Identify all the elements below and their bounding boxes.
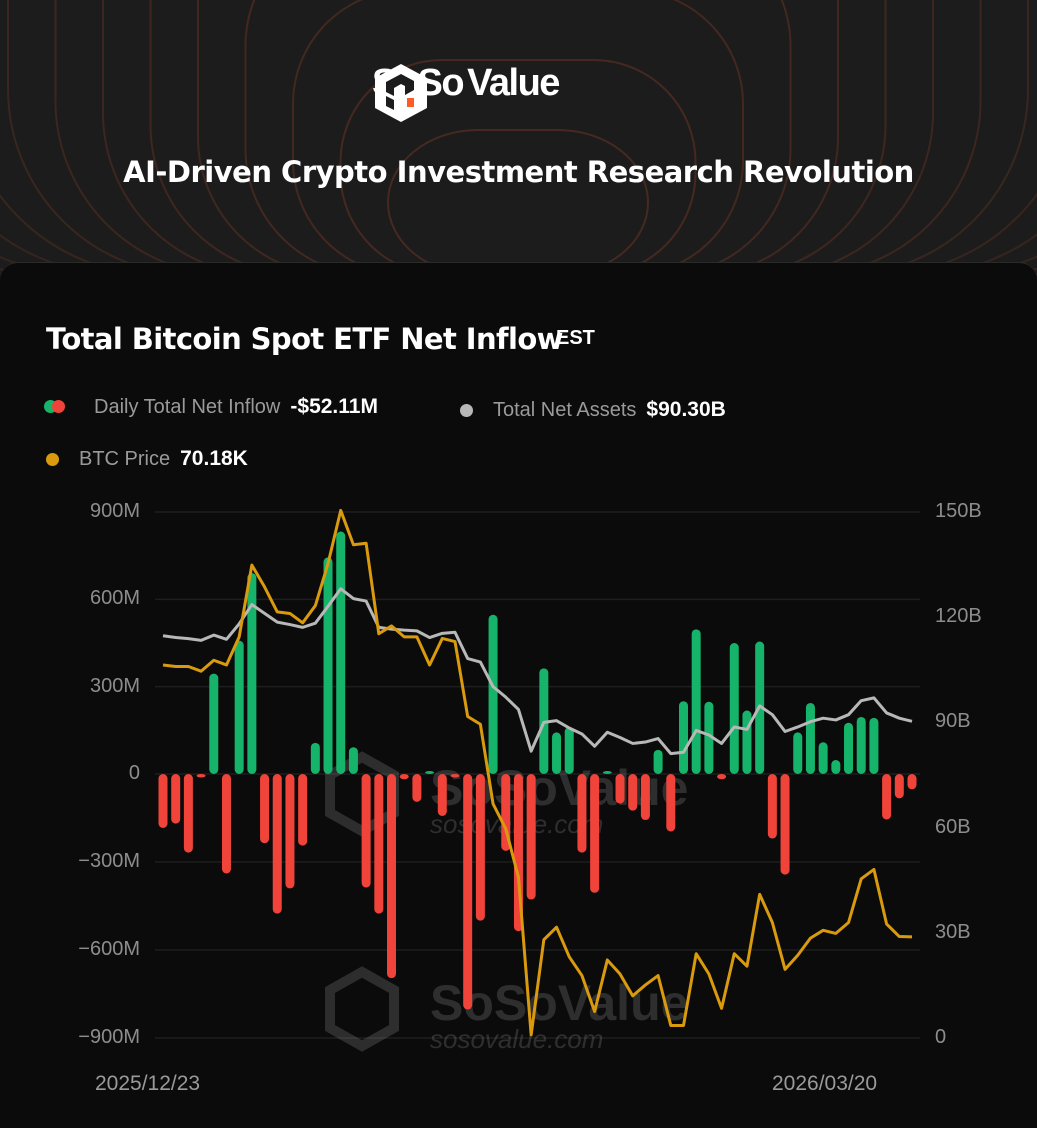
inflow-bar bbox=[577, 774, 587, 853]
inflow-bar bbox=[374, 774, 384, 914]
total-net-assets-line bbox=[162, 587, 913, 756]
inflow-bar bbox=[805, 702, 815, 774]
inflow-bar bbox=[818, 742, 828, 774]
inflow-bar bbox=[310, 742, 320, 774]
legend-label: Total Net Assets bbox=[493, 398, 637, 421]
inflow-bar bbox=[260, 774, 270, 844]
inflow-bar bbox=[247, 573, 257, 774]
inflow-bar bbox=[767, 774, 777, 839]
legend-value: $90.30B bbox=[646, 398, 726, 421]
inflow-bar bbox=[425, 771, 435, 774]
inflow-bar bbox=[437, 774, 447, 816]
watermark-url: sosovalue.com bbox=[430, 1024, 603, 1054]
right-axis-tick: 150B bbox=[935, 500, 982, 522]
inflow-bar bbox=[475, 774, 485, 921]
inflow-bar bbox=[234, 640, 244, 774]
right-axis-tick: 120B bbox=[935, 605, 982, 628]
inflow-bar bbox=[387, 774, 397, 979]
inflow-bar bbox=[590, 774, 600, 893]
inflow-bar bbox=[678, 701, 688, 774]
sosovalue-cube-icon bbox=[375, 64, 427, 122]
right-axis-tick: 90B bbox=[935, 710, 971, 733]
inflow-bar bbox=[894, 774, 904, 799]
inflow-bar bbox=[298, 774, 308, 846]
inflow-bar bbox=[882, 774, 892, 820]
legend-total-net-assets[interactable]: Total Net Assets $90.30B bbox=[460, 398, 726, 422]
inflow-bar bbox=[844, 722, 854, 774]
x-start-date: 2025/12/23 bbox=[95, 1072, 201, 1095]
legend-daily-net-inflow[interactable]: Daily Total Net Inflow -$52.11M bbox=[44, 395, 378, 419]
inflow-bar bbox=[729, 643, 739, 774]
inflow-bar bbox=[450, 774, 460, 778]
brand-logo: SoSo Value bbox=[372, 62, 560, 122]
inflow-bar bbox=[666, 774, 676, 832]
x-end-date: 2026/03/20 bbox=[772, 1072, 878, 1095]
right-axis-tick: 30B bbox=[935, 920, 971, 943]
right-axis-tick: 60B bbox=[935, 815, 971, 838]
inflow-dual-dot-icon bbox=[44, 400, 72, 414]
inflow-bar bbox=[704, 701, 714, 774]
legend-value: -$52.11M bbox=[290, 395, 378, 418]
inflow-bar bbox=[183, 774, 193, 853]
inflow-bar bbox=[831, 760, 841, 774]
inflow-bar bbox=[907, 774, 917, 790]
inflow-bar bbox=[653, 749, 663, 774]
left-axis-tick: 0 bbox=[128, 762, 140, 784]
legend-value: 70.18K bbox=[180, 447, 248, 470]
legend-btc-price[interactable]: BTC Price 70.18K bbox=[46, 447, 248, 471]
chart-title: Total Bitcoin Spot ETF Net Inflow bbox=[46, 322, 563, 356]
left-axis-tick: −600M bbox=[78, 938, 140, 960]
inflow-bar bbox=[209, 673, 219, 774]
inflow-bar bbox=[869, 717, 879, 774]
left-axis-tick: −300M bbox=[78, 850, 140, 872]
inflow-bar bbox=[196, 774, 206, 778]
left-axis-tick: 300M bbox=[89, 674, 140, 697]
tagline: AI-Driven Crypto Investment Research Rev… bbox=[123, 155, 914, 189]
right-axis-tick: 0 bbox=[935, 1026, 947, 1048]
inflow-bar bbox=[158, 774, 168, 828]
inflow-bar bbox=[691, 629, 701, 774]
inflow-bar bbox=[171, 774, 181, 824]
legend-label: Daily Total Net Inflow bbox=[94, 395, 281, 418]
assets-dot-icon bbox=[460, 403, 473, 417]
inflow-bar bbox=[412, 774, 422, 802]
btc-price-line bbox=[162, 508, 913, 1037]
left-axis-tick: 900M bbox=[89, 500, 140, 522]
inflow-bar bbox=[463, 774, 473, 1010]
watermark-logo-icon bbox=[325, 966, 399, 1052]
inflow-bar bbox=[221, 774, 231, 874]
inflow-bar bbox=[793, 732, 803, 774]
left-axis-tick: −900M bbox=[78, 1026, 140, 1048]
inflow-bar bbox=[640, 774, 650, 821]
inflow-bar bbox=[856, 716, 866, 774]
inflow-bar bbox=[742, 710, 752, 774]
brand-name-value: Value bbox=[467, 62, 560, 104]
inflow-bar bbox=[526, 774, 536, 900]
price-dot-icon bbox=[46, 452, 59, 466]
inflow-bar bbox=[399, 774, 409, 780]
inflow-bar bbox=[361, 774, 371, 888]
inflow-bar bbox=[336, 531, 346, 774]
chart-card bbox=[0, 262, 1037, 1128]
inflow-bar bbox=[272, 774, 282, 914]
inflow-bar bbox=[780, 774, 790, 875]
left-axis-tick: 600M bbox=[89, 587, 140, 610]
inflow-bar bbox=[285, 774, 295, 889]
legend-label: BTC Price bbox=[79, 447, 171, 470]
inflow-bar bbox=[348, 747, 358, 774]
inflow-bar bbox=[615, 774, 625, 804]
inflow-bar bbox=[552, 732, 562, 774]
inflow-bar bbox=[717, 774, 727, 780]
inflow-bar bbox=[628, 774, 638, 811]
inflow-bar bbox=[564, 727, 574, 774]
inflow-bar bbox=[488, 614, 498, 774]
timezone-label[interactable]: EST bbox=[556, 327, 595, 349]
inflow-bar bbox=[602, 771, 612, 774]
inflow-bar bbox=[323, 557, 333, 774]
